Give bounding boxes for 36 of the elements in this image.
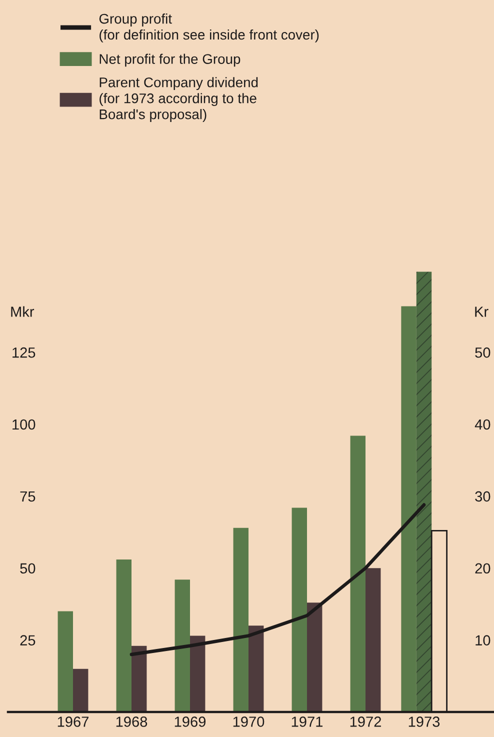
bar — [350, 436, 366, 712]
y2-tick-label: 50 — [475, 347, 490, 358]
y-tick-label: 50 — [20, 563, 36, 574]
bar — [174, 580, 190, 712]
y-axis-title: Mkr — [11, 306, 34, 317]
y2-axis-title: Kr — [475, 306, 488, 317]
x-tick-label: 1969 — [174, 716, 206, 727]
bar — [233, 528, 248, 712]
bar — [292, 508, 307, 712]
bar — [366, 568, 381, 712]
y-tick-label: 75 — [20, 491, 36, 502]
line-series — [130, 503, 426, 656]
bar — [416, 272, 432, 712]
bar — [307, 602, 322, 712]
legend-label: Net profit for the Group — [100, 54, 240, 67]
x-tick-label: 1968 — [116, 716, 148, 727]
x-tick-label: 1973 — [408, 716, 440, 727]
x-tick-label: 1970 — [233, 716, 264, 727]
bar — [248, 626, 264, 712]
bar — [58, 611, 73, 712]
legend-label: Group profit (for definition see inside front cover) — [99, 14, 319, 42]
y2-tick-label: 30 — [475, 491, 490, 502]
y2-tick-label: 20 — [475, 563, 490, 574]
y-tick-label: 25 — [20, 635, 36, 646]
bar — [190, 636, 206, 712]
bar — [73, 668, 88, 712]
bar — [132, 646, 147, 712]
bar — [116, 559, 132, 712]
y2-tick-label: 40 — [474, 419, 490, 430]
legend-label: Parent Company dividend (for 1973 according to the Board's proposal) — [100, 77, 258, 122]
y-tick-label: 125 — [12, 347, 36, 358]
x-tick-label: 1971 — [292, 716, 323, 727]
x-tick-label: 1967 — [58, 716, 88, 727]
y2-tick-label: 10 — [476, 635, 490, 646]
x-tick-label: 1972 — [350, 716, 381, 727]
y-tick-label: 100 — [12, 419, 36, 430]
